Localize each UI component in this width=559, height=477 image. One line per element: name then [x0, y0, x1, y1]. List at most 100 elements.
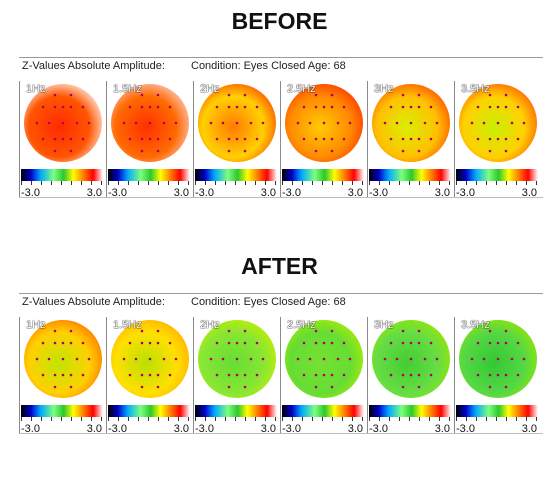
- electrode-dot: [156, 373, 160, 377]
- electrode-dot: [243, 137, 247, 141]
- electrode-dot: [488, 385, 492, 389]
- electrode-dot: [140, 105, 144, 109]
- scale-ticks: [369, 417, 451, 421]
- electrode-dot: [409, 105, 413, 109]
- electrode-dot: [322, 357, 326, 361]
- electrode-dot: [322, 373, 326, 377]
- electrode-dot: [81, 105, 85, 109]
- panel-before: Z-Values Absolute Amplitude: Condition: …: [19, 57, 543, 199]
- scale-ticks: [282, 181, 364, 185]
- electrode-dot: [53, 149, 57, 153]
- electrode-dot: [470, 121, 474, 125]
- electrode-dot: [336, 357, 340, 361]
- info-bar-after: Z-Values Absolute Amplitude: Condition: …: [19, 293, 543, 312]
- electrode-dot: [215, 373, 219, 377]
- electrode-dot: [61, 373, 65, 377]
- electrode-dot: [215, 105, 219, 109]
- head-topomap: [285, 320, 363, 398]
- electrode-dot: [296, 357, 300, 361]
- electrode-dot: [330, 105, 334, 109]
- scale-max-label: 3.0: [521, 423, 537, 435]
- topomap-cell[interactable]: 2.5Hz -3.0 3.0: [280, 317, 365, 435]
- electrode-dot: [504, 93, 508, 97]
- electrode-dot: [156, 385, 160, 389]
- topomap-cell[interactable]: 3Hz -3.0 3.0: [367, 81, 452, 199]
- electrode-dot: [261, 357, 265, 361]
- scale-ticks: [108, 417, 190, 421]
- electrode-dot: [148, 137, 152, 141]
- electrode-dot: [302, 105, 306, 109]
- topomap-row-after: 1Hz -3.0 3.0 1.5Hz -3.0 3.0 2Hz -3.0 3.0 2.5Hz -3.…: [19, 311, 543, 435]
- electrode-dot: [53, 137, 57, 141]
- electrode-dot: [516, 373, 520, 377]
- electrode-dot: [417, 149, 421, 153]
- electrode-dot: [383, 357, 387, 361]
- electrode-dot: [296, 121, 300, 125]
- electrode-dot: [41, 373, 45, 377]
- topomap-cell[interactable]: 1Hz -3.0 3.0: [19, 317, 104, 435]
- electrode-dot: [221, 357, 225, 361]
- electrode-dot: [496, 121, 500, 125]
- head-topomap: [372, 84, 450, 162]
- electrode-dot: [235, 137, 239, 141]
- electrode-dot: [504, 105, 508, 109]
- topomap-cell[interactable]: 3.5Hz -3.0 3.0: [454, 317, 539, 435]
- topomap-cell[interactable]: 2Hz -3.0 3.0: [193, 81, 278, 199]
- electrode-dot: [209, 121, 213, 125]
- electrode-dot: [401, 373, 405, 377]
- scale-max-label: 3.0: [86, 423, 102, 435]
- electrode-dot: [330, 329, 334, 333]
- electrode-dot: [128, 137, 132, 141]
- electrode-dot: [401, 149, 405, 153]
- electrode-dot: [488, 373, 492, 377]
- electrode-dot: [255, 137, 259, 141]
- electrode-dot: [227, 385, 231, 389]
- color-scale-bar: [21, 169, 103, 181]
- color-scale-bar: [369, 169, 451, 181]
- heading-before: BEFORE: [231, 8, 328, 34]
- electrode-dot: [148, 121, 152, 125]
- electrode-dot: [389, 341, 393, 345]
- topomap-cell[interactable]: 1.5Hz -3.0 3.0: [106, 81, 191, 199]
- scale-min-label: -3.0: [108, 423, 127, 435]
- head-topomap: [24, 320, 102, 398]
- topomap-cell[interactable]: 3.5Hz -3.0 3.0: [454, 81, 539, 199]
- electrode-dot: [243, 329, 247, 333]
- head-topomap: [198, 84, 276, 162]
- electrode-dot: [235, 121, 239, 125]
- scale-ticks: [21, 181, 103, 185]
- topomap-cell[interactable]: 1Hz -3.0 3.0: [19, 81, 104, 199]
- electrode-dot: [168, 341, 172, 345]
- scale-max-label: 3.0: [347, 423, 363, 435]
- electrode-dot: [61, 105, 65, 109]
- electrode-dot: [128, 105, 132, 109]
- electrode-dot: [330, 93, 334, 97]
- electrode-dot: [389, 105, 393, 109]
- electrode-dot: [423, 357, 427, 361]
- electrode-dot: [504, 373, 508, 377]
- frequency-label: 3Hz: [374, 83, 394, 95]
- electrode-dot: [488, 93, 492, 97]
- electrode-dot: [423, 121, 427, 125]
- electrode-dot: [314, 137, 318, 141]
- electrode-dot: [156, 137, 160, 141]
- electrode-dot: [476, 105, 480, 109]
- scale-ticks: [456, 417, 538, 421]
- electrode-dot: [53, 93, 57, 97]
- topomap-cell[interactable]: 2Hz -3.0 3.0: [193, 317, 278, 435]
- head-topomap: [24, 84, 102, 162]
- topomap-cell[interactable]: 3Hz -3.0 3.0: [367, 317, 452, 435]
- electrode-dot: [140, 329, 144, 333]
- electrode-dot: [496, 341, 500, 345]
- electrode-dot: [409, 341, 413, 345]
- electrode-dot: [330, 385, 334, 389]
- electrode-dot: [389, 373, 393, 377]
- electrode-dot: [69, 93, 73, 97]
- topomap-cell[interactable]: 1.5Hz -3.0 3.0: [106, 317, 191, 435]
- topomap-row-before: 1Hz -3.0 3.0 1.5Hz -3.0 3.0 2Hz -3.0 3.0 2.5Hz -3.…: [19, 75, 543, 199]
- electrode-dot: [168, 137, 172, 141]
- electrode-dot: [255, 373, 259, 377]
- electrode-dot: [53, 105, 57, 109]
- electrode-dot: [504, 149, 508, 153]
- topomap-cell[interactable]: 2.5Hz -3.0 3.0: [280, 81, 365, 199]
